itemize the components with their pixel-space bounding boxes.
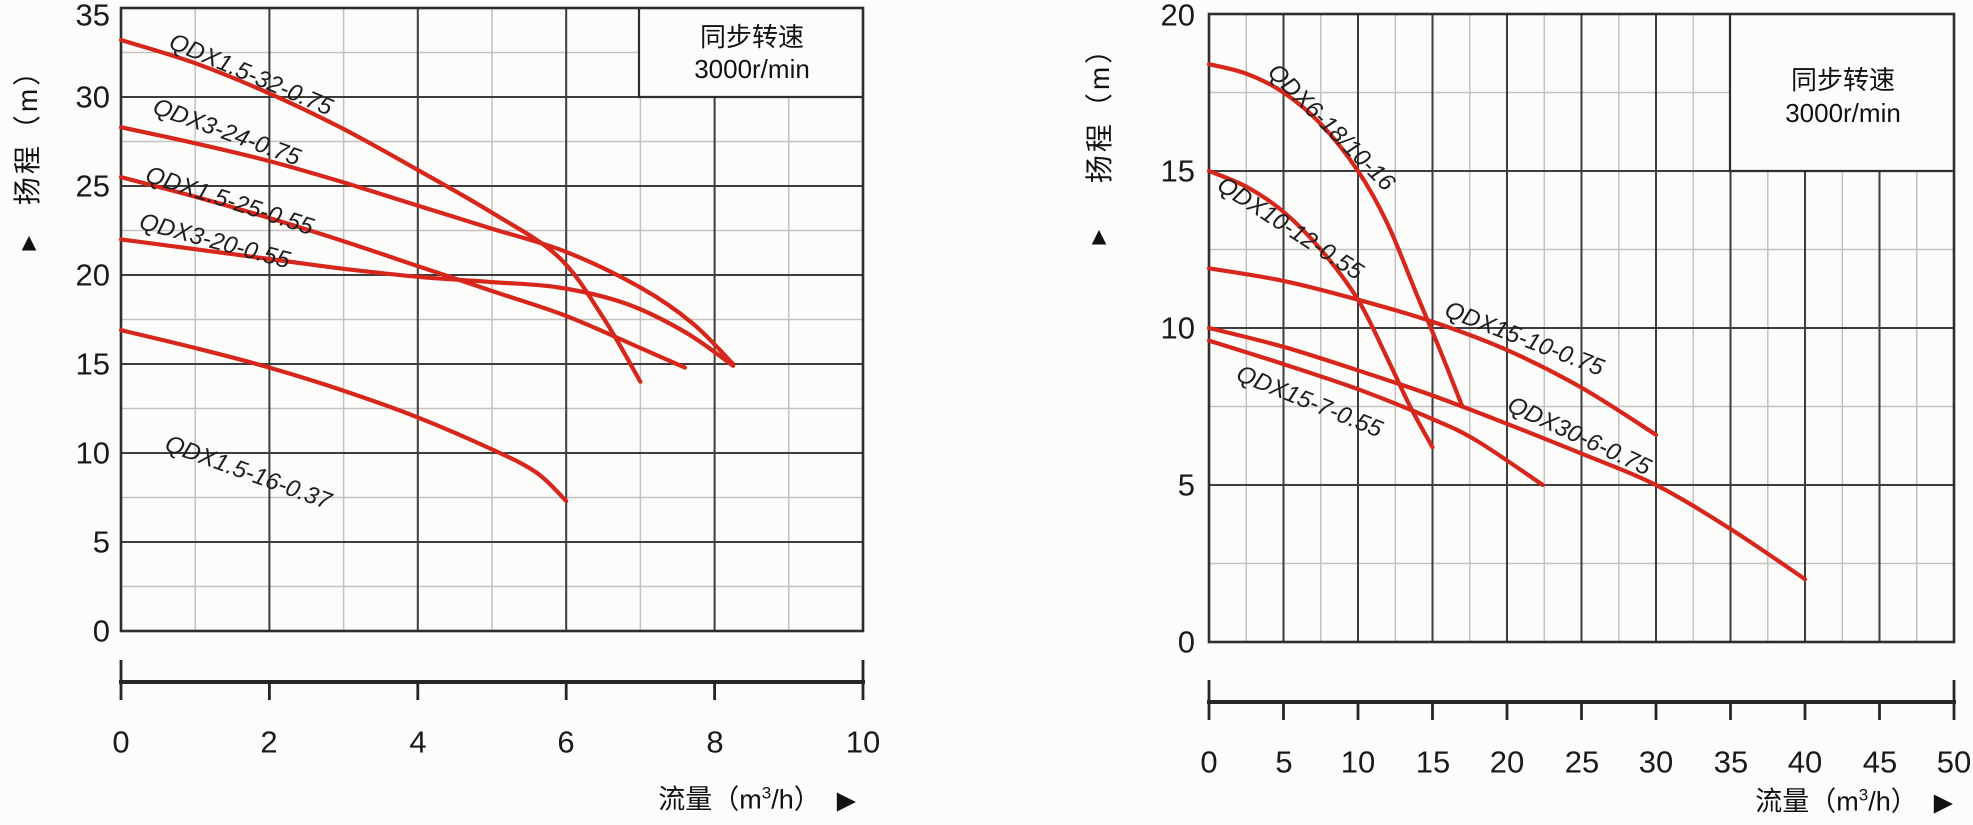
x-tick-label: 35 [1713,744,1749,780]
curve-label: QDX15-10-0.75 [1441,296,1608,382]
right-x-axis-title: 流量（m3/h） ▶ [1755,787,1953,816]
x-tick-label: 45 [1862,744,1898,780]
y-tick-label: 25 [75,168,110,204]
x-tick-label: 15 [1415,744,1451,780]
curve-label: QDX3-24-0.75 [149,93,305,172]
x-axis-ticks [119,660,865,700]
right-y-axis-title: 扬程（m） [1084,32,1115,184]
y-tick-label: 0 [92,613,110,649]
left-y-axis-arrow-icon: ▲ [16,228,42,257]
right-x-axis-title-unit: /h） [1868,786,1918,817]
curve-label: QDX10-12-0.55 [1212,171,1369,286]
left-sync-speed-value: 3000r/min [694,54,810,84]
x-tick-label: 40 [1787,744,1823,780]
x-tick-label: 6 [557,724,575,760]
right-arrow-icon: ▶ [836,786,856,815]
pump-curve-QDX6-18/10-16 [1206,62,1465,409]
x-axis-ticks [1207,680,1956,720]
sync-speed-box [639,8,863,97]
curve-label: QDX1.5-16-0.37 [161,430,335,516]
sync-speed-box [1730,14,1954,171]
x-tick-label: 0 [112,724,130,760]
right-sync-speed-value: 3000r/min [1785,98,1901,128]
left-x-axis-title-text: 流量（m [658,784,762,815]
y-tick-label: 35 [75,0,110,33]
right-y-axis-arrow-icon: ▲ [1086,222,1112,251]
pump-curve-QDX15-10-0.75 [1206,266,1659,437]
left-sync-speed-label: 同步转速 [699,22,805,52]
y-tick-label: 0 [1177,624,1195,660]
x-tick-label: 25 [1564,744,1600,780]
x-tick-label: 20 [1489,744,1525,780]
pump-curve-QDX1.5-25-0.55 [118,175,687,370]
x-tick-label: 8 [706,724,724,760]
x-tick-label: 5 [1275,744,1293,780]
left-x-axis-title-unit: /h） [771,784,821,815]
right-x-axis-title-text: 流量（m [1755,786,1859,817]
left-x-axis-title: 流量（m3/h） ▶ [658,785,856,814]
y-tick-label: 15 [1160,153,1195,189]
y-tick-label: 5 [1177,467,1195,503]
y-tick-label: 10 [75,435,110,471]
right-sync-speed-label: 同步转速 [1790,65,1896,95]
y-tick-label: 10 [1160,310,1195,346]
x-tick-label: 10 [1340,744,1376,780]
y-tick-label: 20 [1160,0,1195,33]
pump-curve-QDX3-20-0.55 [118,237,736,368]
left-y-axis-title: 扬程（m） [12,54,43,206]
curve-label: QDX30-6-0.75 [1503,391,1656,482]
left-x-axis-title-sup: 3 [761,783,772,803]
x-tick-label: 50 [1936,744,1972,780]
pump-curve-QDX1.5-32-0.75 [118,37,643,384]
x-tick-label: 2 [260,724,278,760]
pump-curve-QDX30-6-0.75 [1206,325,1808,582]
pump-curve-QDX15-7-0.55 [1206,338,1545,488]
pump-curve-QDX1.5-16-0.37 [118,328,569,504]
curve-label: QDX6-18/10-16 [1262,58,1401,197]
plot-border [119,6,865,633]
y-tick-label: 5 [92,524,110,560]
sync-speed-box-border [637,8,863,99]
pump-curve-QDX10-12-0.55 [1206,168,1435,450]
right-x-axis-title-sup: 3 [1858,785,1869,805]
pump-curve-QDX3-24-0.75 [118,125,736,367]
right-arrow-icon: ▶ [1933,788,1953,817]
x-tick-label: 30 [1638,744,1674,780]
x-tick-label: 4 [409,724,427,760]
y-tick-label: 15 [75,346,110,382]
sync-speed-box-border [1728,14,1954,173]
x-tick-label: 0 [1200,744,1218,780]
y-tick-label: 30 [75,79,110,115]
x-tick-label: 10 [845,724,881,760]
curve-label: QDX15-7-0.55 [1232,360,1387,444]
y-tick-label: 20 [75,257,110,293]
major-gridlines [121,8,863,631]
